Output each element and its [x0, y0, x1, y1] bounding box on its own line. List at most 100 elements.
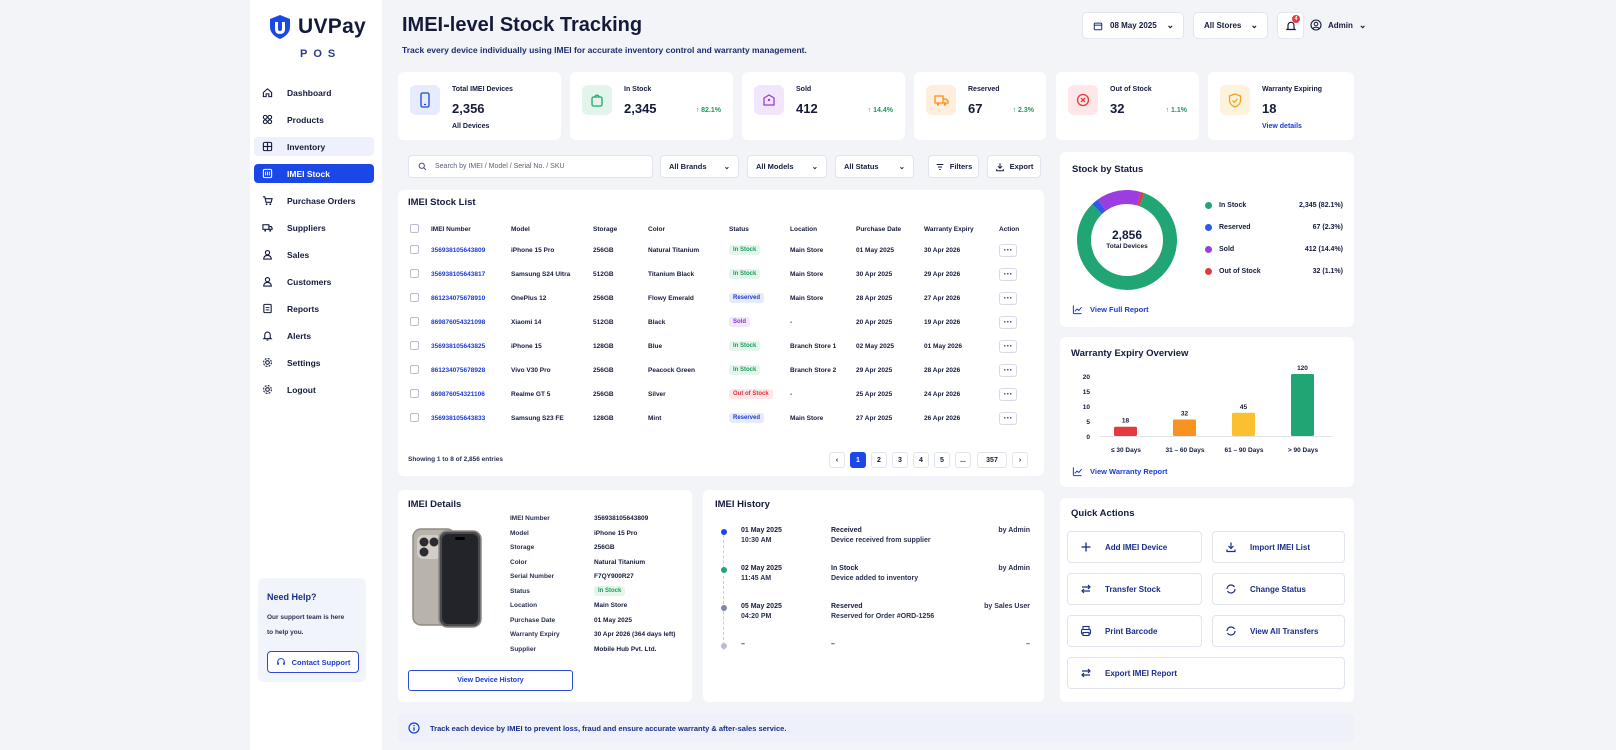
export-button[interactable]: Export — [987, 155, 1041, 178]
row-checkbox[interactable] — [410, 292, 419, 302]
imei-number-cell[interactable]: 861234075678910 — [431, 294, 486, 302]
sidebar-item-customers[interactable]: Customers — [254, 272, 374, 291]
stat-card-reserved[interactable]: Reserved 67 ↑ 2.3% — [914, 72, 1046, 140]
col-header[interactable]: Location — [790, 226, 818, 233]
row-checkbox[interactable] — [410, 268, 419, 278]
sidebar-item-dashboard[interactable]: Dashboard — [254, 83, 374, 102]
table-row[interactable]: 356938105643809 iPhone 15 Pro 256GB Natural… — [400, 238, 1036, 262]
prev-page-button[interactable]: ‹ — [829, 452, 845, 468]
col-header[interactable]: Model — [511, 226, 530, 233]
table-row[interactable]: 861234075678928 Vivo V30 Pro 256GB Peacock … — [400, 358, 1036, 382]
bar-3[interactable] — [1291, 374, 1314, 436]
user-menu[interactable]: Admin ⌄ — [1310, 19, 1366, 31]
table-row[interactable]: 356938105643833 Samsung S23 FE 128GB Mint Re… — [400, 406, 1036, 430]
x-tick-label: 31 – 60 Days — [1165, 447, 1205, 454]
notifications-button[interactable]: 4 — [1277, 12, 1304, 39]
imei-number-cell[interactable]: 356938105643817 — [431, 270, 486, 278]
page-button[interactable]: 1 — [850, 452, 866, 468]
sidebar-item-suppliers[interactable]: Suppliers — [254, 218, 374, 237]
barcode-icon — [262, 168, 273, 179]
sidebar-nav: Dashboard Products Inventory IMEI Stock … — [254, 83, 374, 407]
bar-0[interactable] — [1114, 426, 1137, 436]
stat-card-out-of-stock[interactable]: Out of Stock 32 ↑ 1.1% — [1056, 72, 1199, 140]
next-page-button[interactable]: › — [1012, 452, 1028, 468]
col-header[interactable]: Storage — [593, 226, 618, 233]
stat-card-in-stock[interactable]: In Stock 2,345 ↑ 82.1% — [570, 72, 733, 140]
view-device-history-button[interactable]: View Device History — [408, 670, 573, 691]
more-actions-button[interactable]: ··· — [999, 243, 1017, 257]
view-details-link[interactable]: View details — [1262, 123, 1302, 130]
chevron-down-icon: ⌄ — [723, 162, 730, 171]
row-checkbox[interactable] — [410, 340, 419, 350]
more-actions-button[interactable]: ··· — [999, 267, 1017, 281]
more-actions-button[interactable]: ··· — [999, 363, 1017, 377]
row-checkbox[interactable] — [410, 388, 419, 398]
page-button[interactable]: 3 — [892, 452, 908, 468]
view-all-transfers-button[interactable]: View All Transfers — [1212, 615, 1345, 647]
date-picker[interactable]: 08 May 2025 ⌄ — [1082, 12, 1184, 39]
store-select[interactable]: All Stores ⌄ — [1193, 12, 1268, 39]
select-all-checkbox[interactable] — [410, 224, 419, 233]
info-banner: Track each device by IMEI to prevent los… — [398, 714, 1354, 742]
stat-trend: ↑ 2.3% — [1012, 107, 1034, 114]
bar-2[interactable] — [1232, 412, 1255, 436]
imei-number-cell[interactable]: 869876054321098 — [431, 318, 486, 326]
more-actions-button[interactable]: ··· — [999, 315, 1017, 329]
imei-number-cell[interactable]: 356938105643833 — [431, 414, 486, 422]
more-actions-button[interactable]: ··· — [999, 339, 1017, 353]
sidebar-item-imei-stock[interactable]: IMEI Stock — [254, 164, 374, 183]
page-button[interactable]: 2 — [871, 452, 887, 468]
sidebar-item-reports[interactable]: Reports — [254, 299, 374, 318]
sidebar-item-logout[interactable]: Logout — [254, 380, 374, 399]
brand-filter-select[interactable]: All Brands ⌄ — [660, 155, 739, 178]
sidebar-item-alerts[interactable]: Alerts — [254, 326, 374, 345]
sidebar-item-settings[interactable]: Settings — [254, 353, 374, 372]
sidebar-item-purchase-orders[interactable]: Purchase Orders — [254, 191, 374, 210]
row-checkbox[interactable] — [410, 316, 419, 326]
stat-card-sold[interactable]: Sold 412 ↑ 14.4% — [742, 72, 905, 140]
page-button[interactable]: 4 — [913, 452, 929, 468]
model-filter-select[interactable]: All Models ⌄ — [747, 155, 827, 178]
col-header[interactable]: Color — [648, 226, 665, 233]
stat-card-total[interactable]: Total IMEI Devices 2,356 All Devices — [398, 72, 561, 140]
more-actions-button[interactable]: ··· — [999, 411, 1017, 425]
sidebar-item-products[interactable]: Products — [254, 110, 374, 129]
imei-number-cell[interactable]: 356938105643809 — [431, 246, 486, 254]
imei-number-cell[interactable]: 356938105643825 — [431, 342, 486, 350]
sidebar-item-sales[interactable]: Sales — [254, 245, 374, 264]
status-filter-select[interactable]: All Status ⌄ — [835, 155, 914, 178]
col-header[interactable]: Status — [729, 226, 749, 233]
table-row[interactable]: 356938105643817 Samsung S24 Ultra 512GB Tit… — [400, 262, 1036, 286]
more-actions-button[interactable]: ··· — [999, 387, 1017, 401]
col-header[interactable]: Warranty Expiry — [924, 226, 974, 233]
row-checkbox[interactable] — [410, 412, 419, 422]
more-actions-button[interactable]: ··· — [999, 291, 1017, 305]
table-row[interactable]: 356938105643825 iPhone 15 128GB Blue In Stoc… — [400, 334, 1036, 358]
contact-support-button[interactable]: Contact Support — [267, 651, 359, 673]
col-header[interactable]: IMEI Number — [431, 226, 471, 233]
view-warranty-report-link[interactable]: View Warranty Report — [1072, 466, 1168, 477]
table-row[interactable]: 869876054321106 Realme GT 5 256GB Silver Out… — [400, 382, 1036, 406]
bar-1[interactable] — [1173, 419, 1196, 436]
col-header[interactable]: Purchase Date — [856, 226, 902, 233]
stat-card-warranty[interactable]: Warranty Expiring 18 View details — [1208, 72, 1354, 140]
filters-button[interactable]: Filters — [928, 155, 979, 178]
page-button[interactable]: 5 — [934, 452, 950, 468]
row-checkbox[interactable] — [410, 244, 419, 254]
imei-number-cell[interactable]: 861234075678928 — [431, 366, 486, 374]
transfer-stock-button[interactable]: Transfer Stock — [1067, 573, 1202, 605]
import-imei-list-button[interactable]: Import IMEI List — [1212, 531, 1345, 563]
row-checkbox[interactable] — [410, 364, 419, 374]
change-status-button[interactable]: Change Status — [1212, 573, 1345, 605]
export-imei-report-button[interactable]: Export IMEI Report — [1067, 657, 1345, 689]
imei-number-cell[interactable]: 869876054321106 — [431, 390, 485, 398]
page-button[interactable]: 357 — [977, 452, 1007, 468]
app-logo[interactable]: UVPay — [268, 14, 366, 40]
print-barcode-button[interactable]: Print Barcode — [1067, 615, 1202, 647]
sidebar-item-inventory[interactable]: Inventory — [254, 137, 374, 156]
table-row[interactable]: 861234075678910 OnePlus 12 256GB Flowy Emer… — [400, 286, 1036, 310]
view-full-report-link[interactable]: View Full Report — [1072, 304, 1149, 315]
table-row[interactable]: 869876054321098 Xiaomi 14 512GB Black Sold - 2… — [400, 310, 1036, 334]
add-imei-device-button[interactable]: Add IMEI Device — [1067, 531, 1202, 563]
search-input[interactable]: Search by IMEI / Model / Serial No. / SK… — [408, 155, 653, 178]
